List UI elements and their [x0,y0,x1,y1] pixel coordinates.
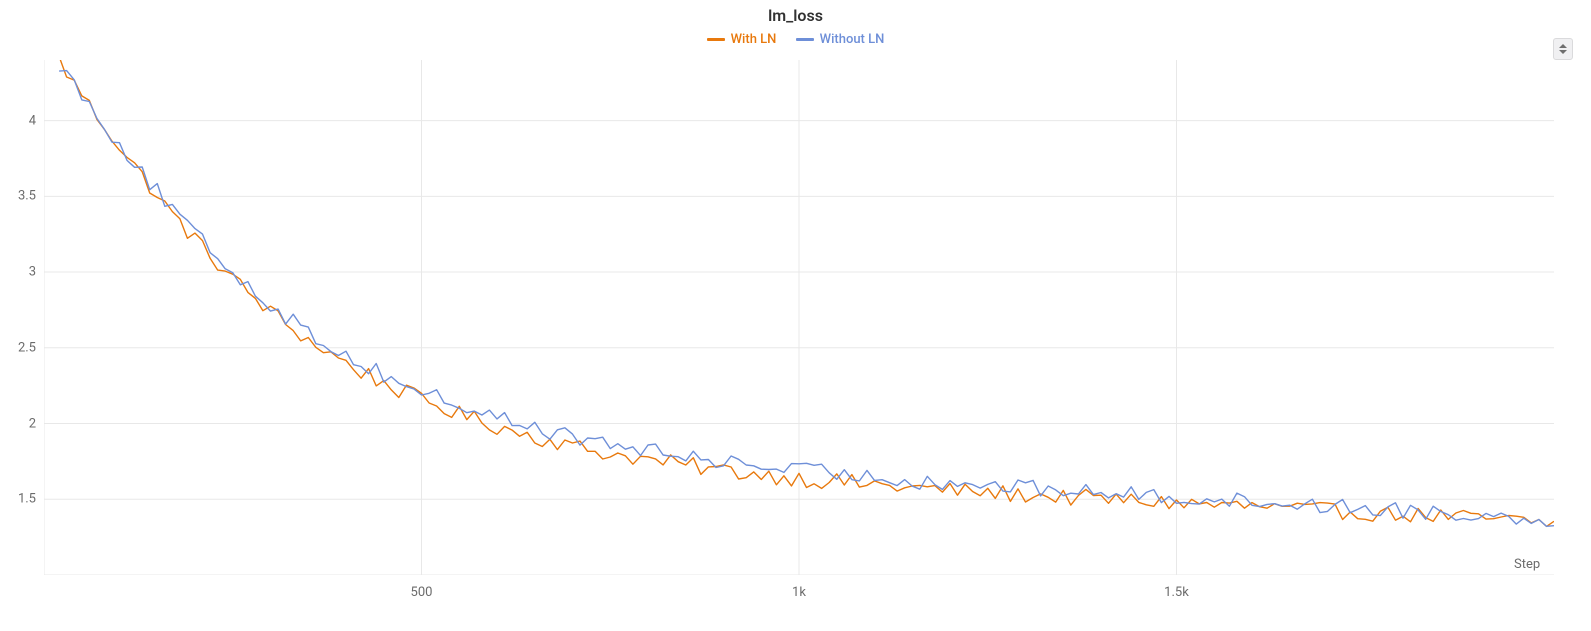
y-tick-label: 1.5 [0,492,36,507]
legend-label: With LN [731,32,777,47]
y-tick-label: 3.5 [0,189,36,204]
legend-label: Without LN [820,32,885,47]
x-tick-label: 1.5k [1164,585,1189,600]
chevron-up-icon [1559,44,1567,48]
legend-item-with-ln[interactable]: With LN [707,32,777,47]
legend-item-without-ln[interactable]: Without LN [796,32,885,47]
y-tick-label: 3 [0,265,36,280]
x-axis-label: Step [1514,557,1540,572]
legend-swatch-icon [707,38,725,41]
series-line [59,71,1554,527]
chart-plot-area[interactable] [44,60,1554,575]
y-tick-label: 2.5 [0,340,36,355]
series-line [59,60,1554,526]
x-tick-label: 1k [792,585,806,600]
chevron-down-icon [1559,50,1567,54]
chart-title: lm_loss [0,6,1591,25]
y-tick-label: 4 [0,113,36,128]
y-tick-label: 2 [0,416,36,431]
chart-legend: With LN Without LN [0,30,1591,47]
x-tick-label: 500 [411,585,433,600]
chart-settings-button[interactable] [1553,38,1573,60]
legend-swatch-icon [796,38,814,41]
chart-svg [44,60,1554,575]
